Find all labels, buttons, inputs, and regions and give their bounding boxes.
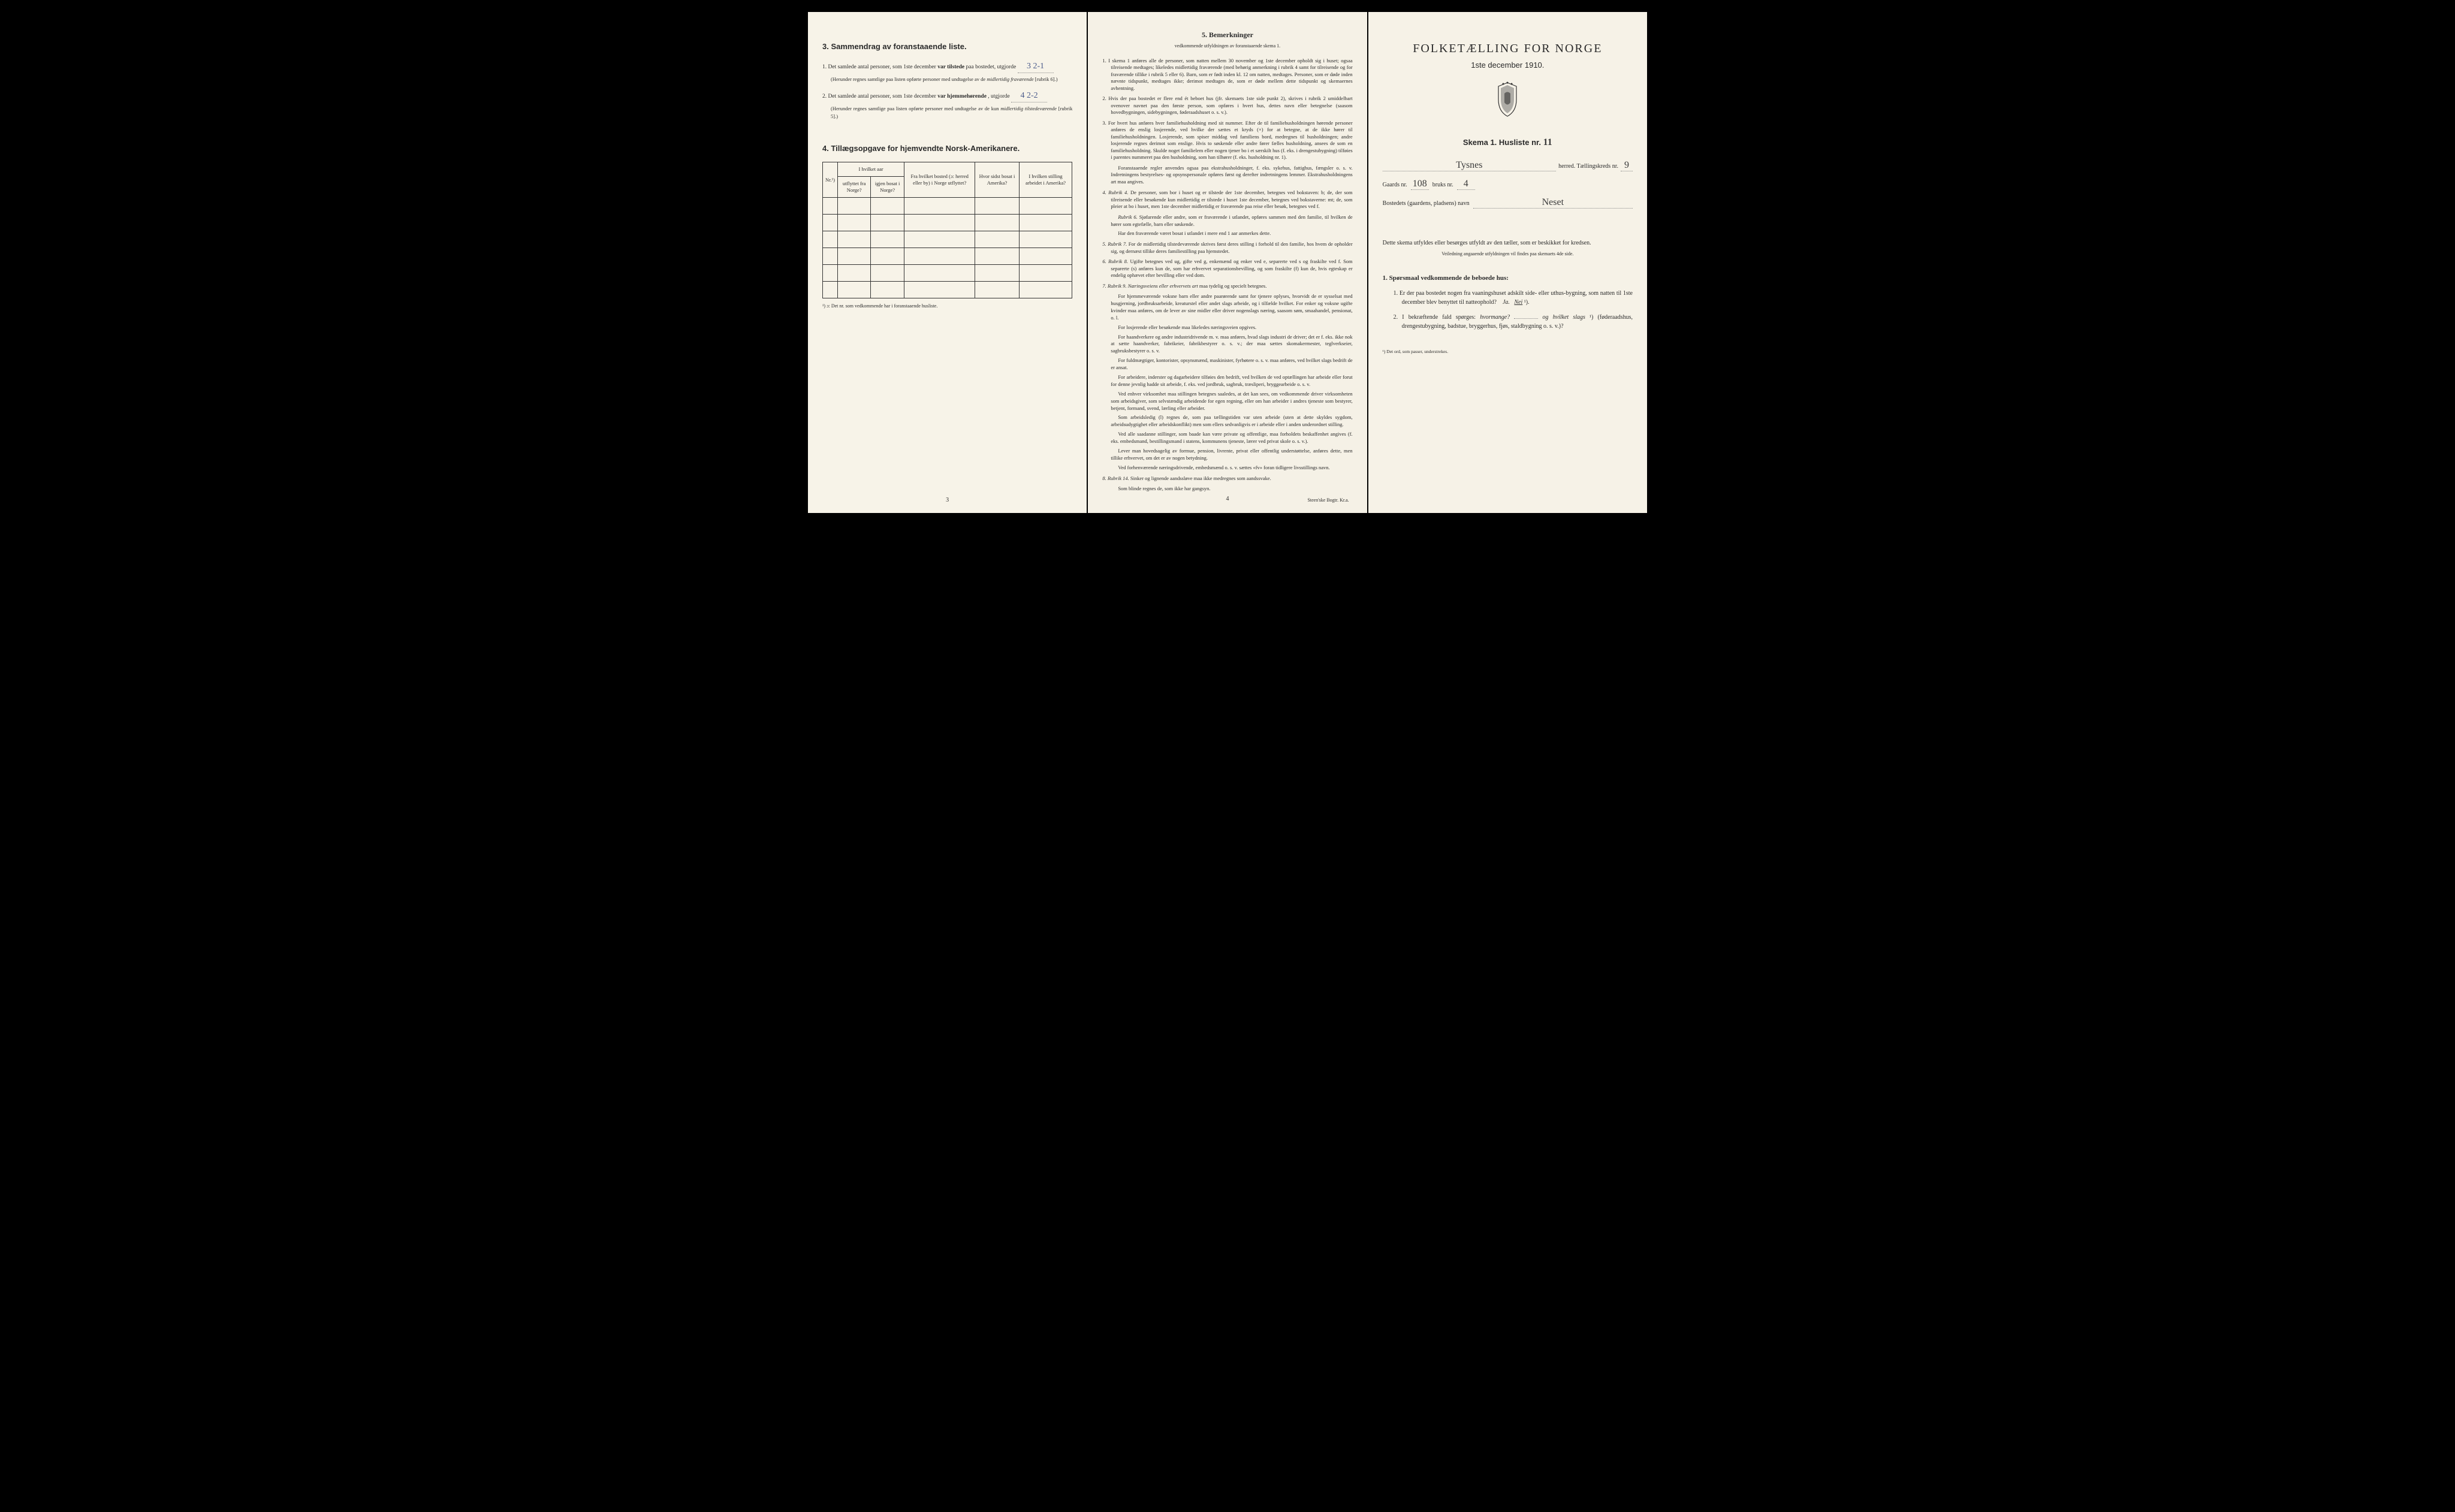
printer-mark: Steen'ske Bogtr. Kr.a.	[1307, 497, 1349, 503]
bemerk-7-p4: For haandverkere og andre industridriven…	[1111, 334, 1352, 355]
item-3-2: 2. Det samlede antal personer, som 1ste …	[822, 89, 1072, 120]
hjemme-value: 4 2-2	[1011, 89, 1047, 102]
section-5-title: 5. Bemerkninger	[1102, 30, 1352, 40]
item-3-2-text: 2. Det samlede antal personer, som 1ste …	[822, 93, 1011, 99]
emigrant-table: Nr.¹) I hvilket aar Fra hvilket bosted (…	[822, 162, 1072, 298]
page-3: 3. Sammendrag av foranstaaende liste. 1.…	[808, 12, 1087, 513]
item-3-1: 1. Det samlede antal personer, som 1ste …	[822, 60, 1072, 83]
bemerk-6: 6. Rubrik 8. Ugifte betegnes ved ug, gif…	[1102, 258, 1352, 279]
page-number-3: 3	[946, 497, 949, 503]
th-utflyttet: utflyttet fra Norge?	[838, 177, 871, 198]
th-bosted: Fra hvilket bosted (ɔ: herred eller by) …	[904, 162, 975, 198]
bosted-value: Neset	[1542, 197, 1564, 207]
bemerk-7-p11: Ved forhenværende næringsdrivende, embed…	[1111, 464, 1352, 472]
th-stilling: I hvilken stilling arbeidet i Amerika?	[1019, 162, 1072, 198]
tilstede-value: 3 2-1	[1018, 60, 1054, 73]
skema-line: Skema 1. Husliste nr. 11	[1383, 137, 1633, 148]
bemerk-4: 4. Rubrik 4. De personer, som bor i huse…	[1102, 189, 1352, 210]
question-section-title: 1. Spørsmaal vedkommende de beboede hus:	[1383, 274, 1633, 282]
bemerk-2: 2. Hvis der paa bostedet er flere end ét…	[1102, 95, 1352, 116]
item-3-1-sub: (Herunder regnes samtlige paa listen opf…	[831, 76, 1072, 83]
q1-answer-nei: Nei	[1514, 299, 1522, 306]
husliste-nr: 11	[1543, 137, 1552, 147]
question-1: 1. Er der paa bostedet nogen fra vaaning…	[1394, 289, 1633, 307]
bosted-line: Bostedets (gaardens, pladsens) navn Nese…	[1383, 197, 1633, 209]
table-row	[823, 198, 1072, 215]
bemerk-5: 5. Rubrik 7. For de midlertidig tilstede…	[1102, 241, 1352, 255]
bemerk-7-p2: For hjemmeværende voksne barn eller andr…	[1111, 293, 1352, 322]
table-row	[823, 215, 1072, 231]
item-3-2-sub: (Herunder regnes samtlige paa listen opf…	[831, 105, 1072, 120]
bemerk-7-p8: Som arbeidsledig (l) regnes de, som paa …	[1111, 414, 1352, 428]
bemerk-7-p5: For fuldmægtiger, kontorister, opsynsmæn…	[1111, 357, 1352, 372]
table-row	[823, 265, 1072, 282]
section-5-subtitle: vedkommende utfyldningen av foranstaaend…	[1102, 43, 1352, 49]
th-nr: Nr.¹)	[823, 162, 838, 198]
th-aar: I hvilket aar	[838, 162, 904, 177]
page-4: 5. Bemerkninger vedkommende utfyldningen…	[1088, 12, 1367, 513]
table-row	[823, 282, 1072, 298]
section-3-title: 3. Sammendrag av foranstaaende liste.	[822, 42, 1072, 51]
item-3-1-text: 1. Det samlede antal personer, som 1ste …	[822, 64, 1018, 70]
coat-of-arms-icon	[1383, 82, 1633, 119]
herred-line: Tysnes herred. Tællingskreds nr. 9	[1383, 160, 1633, 171]
bemerk-1: 1. I skema 1 anføres alle de personer, s…	[1102, 58, 1352, 92]
bemerk-7-p6: For arbeidere, inderster og dagarbeidere…	[1111, 374, 1352, 388]
th-bosat: igjen bosat i Norge?	[871, 177, 904, 198]
bemerk-7-p7: Ved enhver virksomhet maa stillingen bet…	[1111, 391, 1352, 412]
census-document: 3. Sammendrag av foranstaaende liste. 1.…	[808, 12, 1647, 513]
bemerk-4-p2: Rubrik 6. Sjøfarende eller andre, som er…	[1111, 214, 1352, 228]
bemerk-3-p2: Foranstaaende regler anvendes ogsaa paa …	[1111, 165, 1352, 186]
bemerk-7-p9: Ved alle saadanne stillinger, som baade …	[1111, 431, 1352, 445]
th-amerika: Hvor sidst bosat i Amerika?	[975, 162, 1019, 198]
instructions: Dette skema utfyldes eller besørges utfy…	[1383, 239, 1633, 248]
bemerk-7: 7. Rubrik 9. Næringsveiens eller erhverv…	[1102, 283, 1352, 289]
gaards-line: Gaards nr. 108 bruks nr. 4	[1383, 179, 1633, 190]
bemerk-7-p3: For losjerende eller besøkende maa likel…	[1111, 324, 1352, 331]
bemerk-7-p10: Lever man hovedsagelig av formue, pensio…	[1111, 448, 1352, 462]
table-footnote: ¹) ɔ: Det nr. som vedkommende har i fora…	[822, 303, 1072, 309]
bemerk-4-p3: Har den fraværende været bosat i utlande…	[1111, 230, 1352, 237]
page-1-cover: FOLKETÆLLING FOR NORGE 1ste december 191…	[1368, 12, 1647, 513]
veil-note: Veiledning angaaende utfyldningen vil fi…	[1383, 251, 1633, 256]
table-row	[823, 248, 1072, 265]
main-date: 1ste december 1910.	[1383, 61, 1633, 70]
main-title: FOLKETÆLLING FOR NORGE	[1383, 42, 1633, 56]
bemerk-8: 8. Rubrik 14. Sinker og lignende aandssl…	[1102, 475, 1352, 482]
question-footnote: ¹) Det ord, som passer, understrekes.	[1383, 349, 1633, 354]
gaards-nr: 108	[1411, 179, 1429, 190]
page-number-4: 4	[1226, 495, 1229, 503]
bemerk-3: 3. For hvert hus anføres hver familiehus…	[1102, 120, 1352, 161]
kreds-nr: 9	[1621, 160, 1633, 171]
bruks-nr: 4	[1457, 179, 1475, 190]
question-2: 2. I bekræftende fald spørges: hvormange…	[1394, 313, 1633, 331]
section-4-title: 4. Tillægsopgave for hjemvendte Norsk-Am…	[822, 144, 1072, 153]
table-row	[823, 231, 1072, 248]
herred-value: Tysnes	[1456, 160, 1482, 170]
bemerk-8-p2: Som blinde regnes de, som ikke har gangs…	[1111, 485, 1352, 493]
